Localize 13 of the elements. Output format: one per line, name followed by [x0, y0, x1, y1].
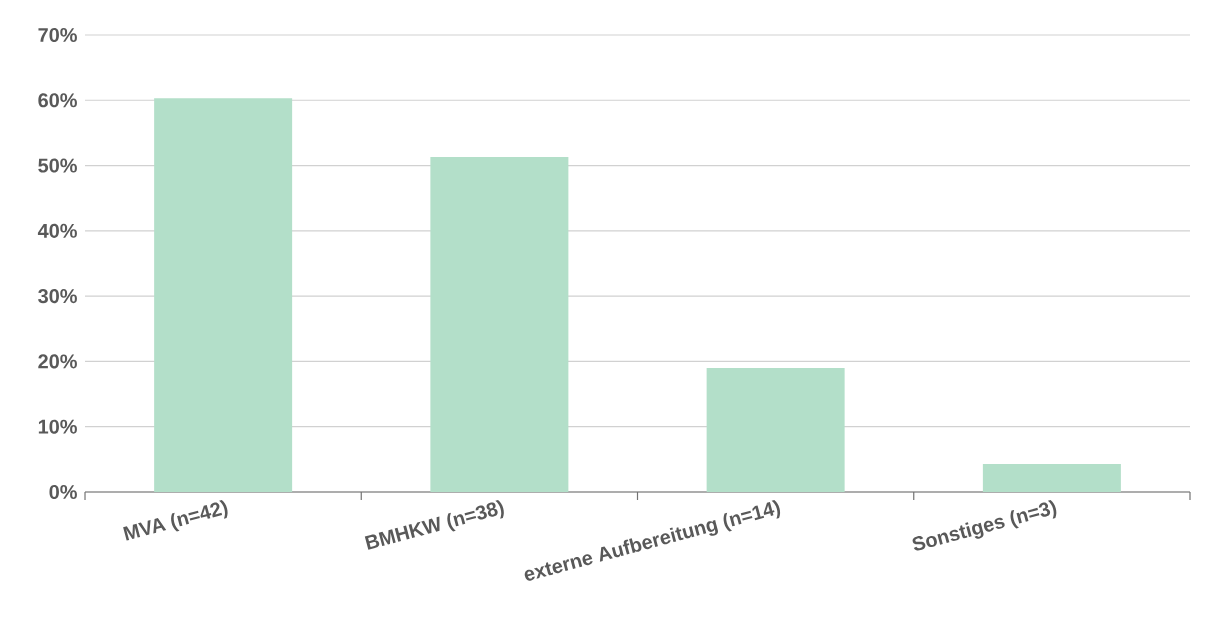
- y-tick-label: 50%: [38, 158, 77, 173]
- x-tick-label: MVA (n=42): [123, 500, 228, 541]
- y-tick-label: 40%: [37, 223, 77, 238]
- bar: [430, 157, 569, 492]
- y-tick-label: 20%: [38, 354, 77, 369]
- y-tick-label: 0%: [49, 484, 77, 500]
- bar: [982, 463, 1121, 492]
- bar: [154, 98, 293, 492]
- y-tick-label: 30%: [38, 289, 77, 304]
- y-tick-label: 70%: [38, 27, 77, 43]
- y-tick-label: 60%: [38, 93, 77, 108]
- y-tick-label: 10%: [38, 419, 77, 434]
- bar: [706, 367, 845, 492]
